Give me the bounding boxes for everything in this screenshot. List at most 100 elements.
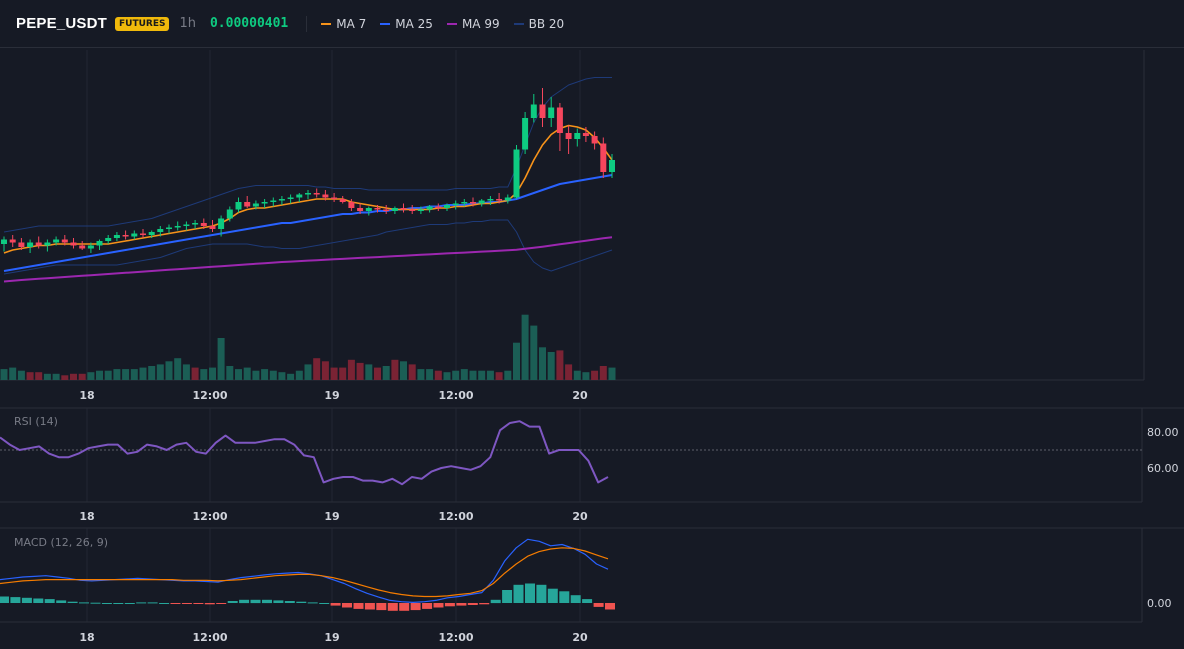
macd-histogram-bar (525, 583, 535, 603)
candle-body (261, 202, 268, 204)
volume-bar (148, 366, 156, 380)
candle-body (426, 206, 433, 210)
volume-bar (252, 370, 260, 380)
volume-bar (478, 370, 486, 380)
candle-body (556, 107, 563, 133)
volume-bar (78, 373, 86, 380)
x-axis-tick-label: 18 (79, 510, 94, 523)
volume-bar (61, 375, 69, 380)
volume-bar (174, 358, 182, 380)
legend-bb20[interactable]: BB 20 (513, 17, 564, 31)
macd-histogram-bar (33, 598, 44, 603)
volume-bar (365, 364, 373, 380)
volume-bar (599, 366, 607, 380)
bb-lower-line (3, 219, 613, 275)
volume-bar (504, 370, 512, 380)
volume-bar (261, 369, 269, 380)
ma7-line (3, 124, 613, 254)
macd-histogram-bar (44, 599, 55, 603)
volume-bar (87, 372, 95, 380)
volume-bar (70, 373, 77, 380)
ma99-line (3, 236, 613, 283)
legend-label: MA 25 (395, 16, 433, 31)
symbol-name[interactable]: PEPE_USDT (16, 15, 107, 32)
candle-body (53, 239, 60, 243)
candle-body (174, 226, 181, 228)
macd-histogram-bar (193, 603, 204, 604)
volume-bar (26, 372, 34, 380)
macd-histogram-bar (56, 600, 67, 603)
volume-bar (209, 367, 216, 380)
candle-body (44, 242, 51, 246)
volume-bar (52, 373, 60, 380)
macd-title: MACD (12, 26, 9) (14, 536, 108, 549)
candle-body (287, 197, 294, 199)
volume-bar (304, 364, 312, 380)
macd-histogram-bar (547, 588, 558, 603)
volume-bar (434, 370, 442, 380)
legend-ma99[interactable]: MA 99 (446, 16, 500, 31)
volume-bar (356, 362, 364, 380)
legend-ma7[interactable]: MA 7 (321, 17, 366, 31)
volume-bar (165, 361, 173, 380)
volume-bar (313, 358, 321, 380)
macd-histogram-bar (181, 603, 192, 604)
x-axis-tick-label: 20 (572, 510, 588, 523)
macd-histogram-bar (444, 603, 455, 607)
volume-bar (547, 352, 555, 380)
rsi-axis-label: 60.00 (1147, 462, 1179, 475)
candle-body (400, 208, 407, 210)
price-panel[interactable]: 18 12:00 19 12:00 20 (0, 50, 1145, 402)
volume-bar (278, 372, 286, 380)
candle-body (470, 202, 476, 204)
volume-bar (9, 367, 17, 380)
candle-body (157, 229, 164, 232)
volume-bar (191, 367, 199, 380)
chart-header: PEPE_USDT FUTURES 1h 0.00000401 MA 7 MA … (0, 0, 1184, 48)
candle-body (140, 233, 146, 235)
volume-bar (521, 314, 529, 380)
macd-histogram-bar (67, 601, 78, 603)
macd-histogram-bar (147, 602, 158, 604)
legend-label: MA 99 (461, 16, 500, 31)
volume-bar (295, 370, 303, 380)
indicator-legend: MA 7 MA 25 MA 99 BB 20 (321, 17, 578, 31)
macd-histogram-bar (216, 603, 227, 604)
macd-histogram-bar (342, 603, 352, 608)
candle-body (591, 136, 598, 144)
volume-bar (321, 361, 329, 380)
legend-swatch (446, 22, 457, 25)
candle-body (331, 197, 338, 199)
macd-line (0, 538, 609, 604)
volume-bar (452, 370, 460, 380)
volume-bar (226, 366, 234, 380)
macd-histogram-bar (136, 602, 147, 604)
volume-bar (539, 347, 546, 380)
interval-selector[interactable]: 1h (179, 16, 196, 31)
candle-body (452, 203, 459, 205)
macd-histogram-bar (10, 597, 21, 603)
rsi-panel[interactable]: RSI (14) 80.00 60.00 18 12:00 19 12:00 20 (0, 407, 1184, 523)
macd-histogram-bar (113, 603, 124, 604)
candle-body (582, 133, 589, 136)
macd-histogram-bar (170, 603, 181, 604)
header-divider (306, 15, 308, 32)
macd-histogram-bar (353, 603, 364, 609)
macd-histogram-bar (296, 601, 307, 603)
macd-panel[interactable]: MACD (12, 26, 9) 0.00 18 12:00 19 12:00 20 (0, 527, 1184, 644)
candle-body (391, 208, 398, 211)
volume-bar (104, 370, 112, 380)
x-axis-tick-label: 19 (324, 631, 339, 644)
volume-bar (269, 370, 277, 380)
volume-bar (139, 367, 147, 380)
macd-signal-line (0, 547, 609, 598)
candle-body (513, 149, 520, 198)
legend-ma25[interactable]: MA 25 (380, 17, 433, 31)
macd-histogram-bar (536, 584, 547, 603)
volume-bar (17, 370, 25, 380)
volume-bar (156, 364, 164, 380)
macd-histogram-bar (582, 599, 593, 603)
volume-bar (426, 369, 434, 380)
rsi-axis-label: 80.00 (1147, 426, 1179, 439)
